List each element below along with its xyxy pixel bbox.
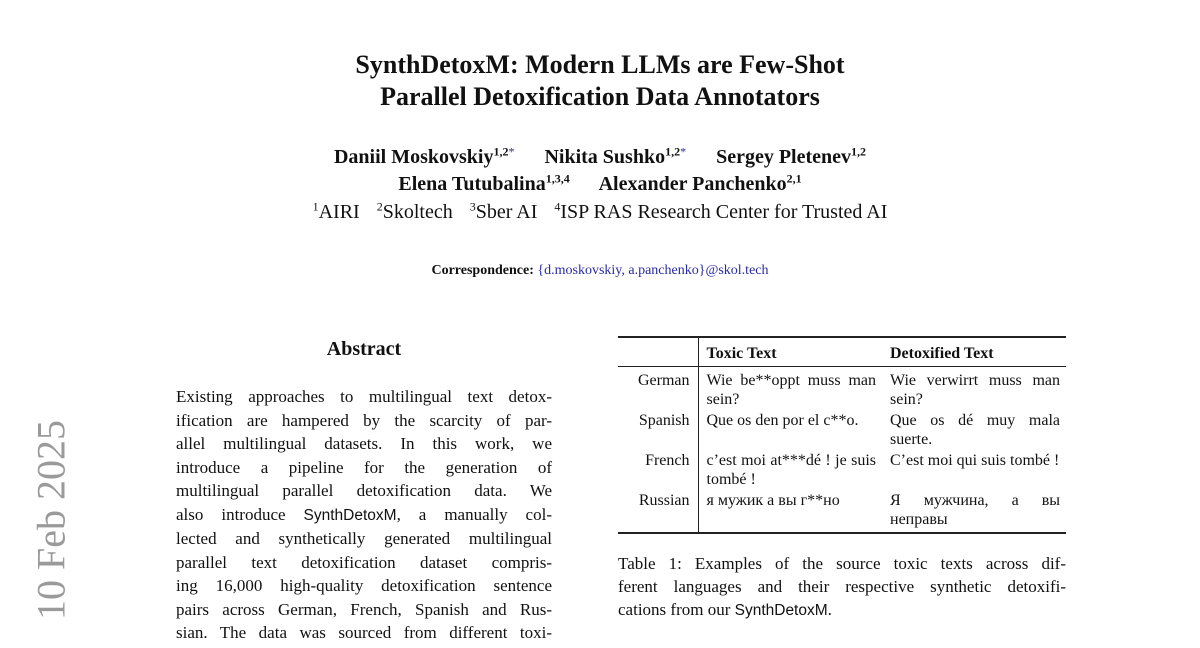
title-line-1: SynthDetoxM: Modern LLMs are Few-Shot	[355, 50, 845, 79]
abstract-heading: Abstract	[326, 338, 402, 360]
affiliation: 2Skoltech	[376, 199, 453, 223]
table-with-caption: Toxic Text Detoxified Text German Wie be*…	[618, 336, 1066, 622]
affiliation: 1AIRI	[312, 199, 360, 223]
affiliation: 3Sber AI	[469, 199, 538, 223]
email-link[interactable]: {d.moskovskiy, a.panchenko}@skol.tech	[537, 263, 769, 278]
author: Nikita Sushko1,2*	[544, 144, 687, 168]
arxiv-date-stamp: 10 Feb 2025	[28, 420, 74, 620]
header-detox: Detoxified Text	[882, 337, 1066, 367]
table-row: Russian я мужик а вы г**но Я мужчина, а вы…	[618, 490, 1066, 533]
examples-table: Toxic Text Detoxified Text German Wie be*…	[618, 336, 1066, 534]
author-list: Daniil Moskovskiy1,2* Nikita Sushko1,2* …	[0, 144, 1200, 198]
author: Alexander Panchenko2,1	[598, 171, 802, 195]
correspondence: Correspondence: {d.moskovskiy, a.panchen…	[431, 263, 769, 278]
table-row: French c’est moi at***dé ! je suis tombé …	[618, 450, 1066, 490]
affiliations: 1AIRI 2Skoltech 3Sber AI 4ISP RAS Resear…	[0, 199, 1200, 224]
author: Sergey Pletenev1,2	[716, 144, 867, 168]
table-caption: Table 1: Examples of the source toxic te…	[618, 554, 1066, 619]
affiliation: 4ISP RAS Research Center for Trusted AI	[554, 199, 888, 223]
abstract-body: Existing approaches to multilingual text…	[176, 387, 552, 642]
author: Elena Tutubalina1,3,4	[398, 171, 570, 195]
table-row: Spanish Que os den por el c**o. Que os dé …	[618, 410, 1066, 450]
header-toxic: Toxic Text	[698, 337, 882, 367]
table-row: German Wie be**oppt muss man sein? Wie ver…	[618, 366, 1066, 410]
title-line-2: Parallel Detoxification Data Annotators	[380, 82, 820, 111]
paper-title: SynthDetoxM: Modern LLMs are Few-Shot Pa…	[0, 49, 1200, 113]
author: Daniil Moskovskiy1,2*	[333, 144, 515, 168]
